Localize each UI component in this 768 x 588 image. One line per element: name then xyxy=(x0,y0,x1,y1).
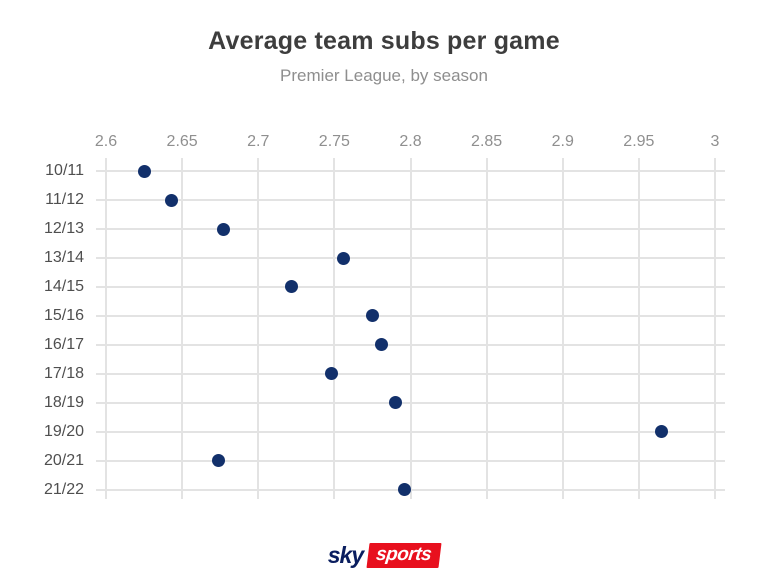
row-gridline xyxy=(96,285,725,288)
y-axis-label: 11/12 xyxy=(45,191,84,209)
row-gridline xyxy=(96,228,725,231)
data-point xyxy=(212,454,226,468)
data-point xyxy=(337,251,350,265)
y-axis-label: 10/11 xyxy=(45,162,84,180)
x-axis-tick-label: 3 xyxy=(710,133,720,150)
row-gridline xyxy=(96,401,725,404)
x-gridline xyxy=(333,158,336,499)
y-axis-label: 18/19 xyxy=(43,393,84,411)
data-point xyxy=(137,164,151,178)
data-point xyxy=(164,193,178,207)
x-axis-tick-label: 2.85 xyxy=(471,133,503,150)
row-gridline xyxy=(96,430,725,433)
x-gridline xyxy=(714,158,716,499)
chart-subtitle: Premier League, by season xyxy=(280,66,488,85)
x-axis-tick-label: 2.75 xyxy=(318,133,350,150)
sports-wordmark: sports xyxy=(374,543,433,565)
x-gridline xyxy=(485,158,488,499)
x-axis-tick-label: 2.95 xyxy=(623,133,655,150)
x-gridline xyxy=(105,158,107,499)
x-gridline xyxy=(257,158,260,499)
y-axis-label: 13/14 xyxy=(43,249,84,267)
sports-wordmark-box: sports xyxy=(366,542,442,568)
row-gridline xyxy=(96,314,725,317)
x-axis-tick-label: 2.7 xyxy=(247,133,270,150)
x-gridline xyxy=(181,158,184,499)
x-gridline xyxy=(409,158,412,499)
data-point xyxy=(655,425,669,439)
row-gridline xyxy=(96,372,725,375)
y-axis-label: 19/20 xyxy=(43,422,84,440)
y-axis-label: 20/21 xyxy=(43,451,84,469)
sky-sports-logo: sky sports xyxy=(0,541,768,569)
row-gridline xyxy=(96,199,725,202)
data-point xyxy=(375,338,389,352)
y-axis-label: 12/13 xyxy=(43,220,84,238)
y-axis-label: 21/22 xyxy=(43,480,84,498)
y-axis-label: 14/15 xyxy=(43,277,84,295)
row-gridline xyxy=(96,459,725,462)
sky-wordmark: sky xyxy=(327,542,364,568)
row-gridline xyxy=(96,170,725,173)
data-point xyxy=(216,222,230,236)
data-point xyxy=(388,396,402,410)
data-point xyxy=(285,280,299,294)
y-axis-label: 16/17 xyxy=(43,335,84,353)
x-axis-tick-label: 2.65 xyxy=(166,133,198,150)
x-axis-tick-label: 2.9 xyxy=(551,133,574,150)
x-gridline xyxy=(637,158,640,499)
row-gridline xyxy=(96,257,725,260)
chart-title: Average team subs per game xyxy=(208,27,560,55)
y-axis-label: 17/18 xyxy=(43,364,84,382)
x-axis-tick-label: 2.8 xyxy=(399,133,422,150)
x-axis-tick-label: 2.6 xyxy=(94,133,118,150)
data-point xyxy=(324,367,338,381)
y-axis-label: 15/16 xyxy=(43,306,84,324)
data-point xyxy=(365,309,379,323)
x-gridline xyxy=(561,158,564,499)
data-point xyxy=(397,483,411,497)
row-gridline xyxy=(96,343,725,346)
